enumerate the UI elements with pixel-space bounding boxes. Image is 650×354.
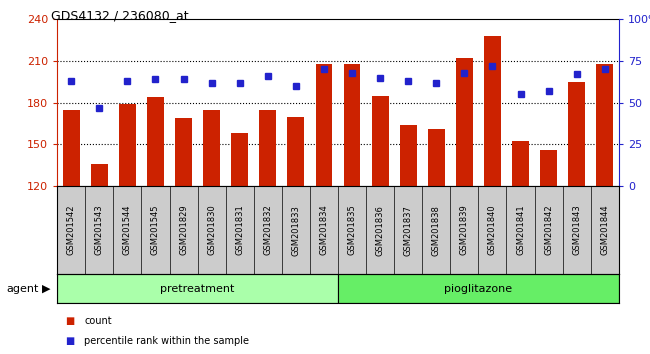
Bar — [400, 125, 417, 186]
Text: GSM201836: GSM201836 — [376, 205, 385, 256]
Text: GSM201832: GSM201832 — [263, 205, 272, 256]
Text: GSM201835: GSM201835 — [348, 205, 357, 256]
Text: GSM201833: GSM201833 — [291, 205, 300, 256]
Bar — [119, 104, 136, 186]
Text: GSM201842: GSM201842 — [544, 205, 553, 256]
Text: GSM201542: GSM201542 — [67, 205, 76, 255]
Text: GSM201839: GSM201839 — [460, 205, 469, 256]
Bar — [57, 274, 338, 303]
Text: GSM201831: GSM201831 — [235, 205, 244, 256]
Bar — [315, 64, 332, 186]
Bar — [344, 64, 361, 186]
Text: GDS4132 / 236080_at: GDS4132 / 236080_at — [51, 9, 188, 22]
Text: GSM201545: GSM201545 — [151, 205, 160, 255]
Text: pretreatment: pretreatment — [161, 284, 235, 293]
Bar — [147, 97, 164, 186]
Text: GSM201841: GSM201841 — [516, 205, 525, 256]
Text: GSM201844: GSM201844 — [600, 205, 609, 256]
Text: GSM201834: GSM201834 — [319, 205, 328, 256]
Bar — [175, 118, 192, 186]
Bar — [512, 142, 529, 186]
Text: pioglitazone: pioglitazone — [445, 284, 512, 293]
Text: GSM201838: GSM201838 — [432, 205, 441, 256]
Bar — [203, 110, 220, 186]
Text: GSM201837: GSM201837 — [404, 205, 413, 256]
Text: GSM201843: GSM201843 — [572, 205, 581, 256]
Text: ▶: ▶ — [42, 284, 51, 293]
Bar — [91, 164, 108, 186]
Text: count: count — [84, 316, 112, 326]
Text: ■: ■ — [65, 316, 74, 326]
Text: GSM201840: GSM201840 — [488, 205, 497, 256]
Text: percentile rank within the sample: percentile rank within the sample — [84, 336, 250, 346]
Bar — [287, 116, 304, 186]
Bar — [338, 274, 619, 303]
Bar — [259, 110, 276, 186]
Bar — [428, 129, 445, 186]
Text: GSM201829: GSM201829 — [179, 205, 188, 256]
Bar — [372, 96, 389, 186]
Text: GSM201830: GSM201830 — [207, 205, 216, 256]
Bar — [231, 133, 248, 186]
Text: agent: agent — [6, 284, 39, 293]
Text: GSM201544: GSM201544 — [123, 205, 132, 255]
Bar — [540, 150, 557, 186]
Bar — [63, 110, 80, 186]
Bar — [568, 82, 585, 186]
Bar — [484, 36, 501, 186]
Bar — [596, 64, 613, 186]
Text: GSM201543: GSM201543 — [95, 205, 104, 256]
Bar — [456, 58, 473, 186]
Text: ■: ■ — [65, 336, 74, 346]
